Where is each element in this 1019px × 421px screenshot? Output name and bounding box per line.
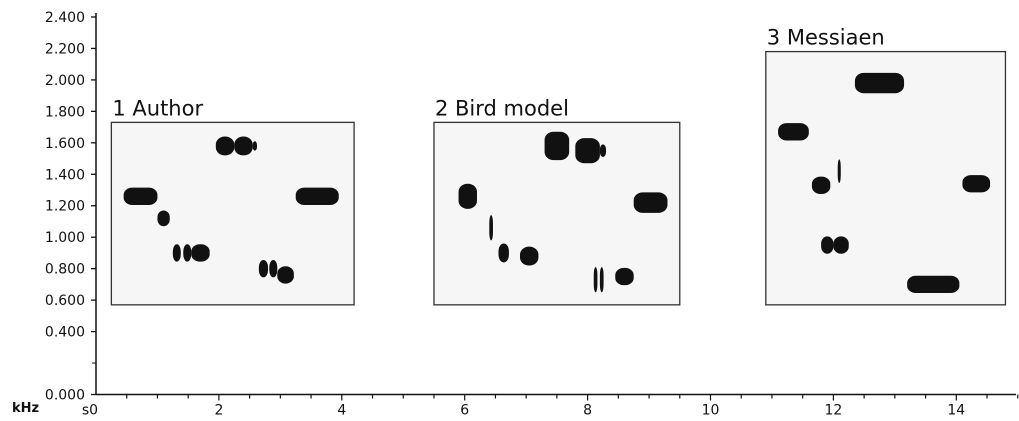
note-mark bbox=[778, 123, 809, 141]
x-tick-label: 2 bbox=[214, 403, 223, 419]
y-axis-unit-label: kHz bbox=[12, 401, 39, 416]
x-tick-label: 4 bbox=[337, 403, 346, 419]
y-tick-label: 1.600 bbox=[45, 136, 85, 152]
y-tick-label: 0.600 bbox=[45, 293, 85, 309]
note-mark bbox=[599, 267, 604, 293]
x-tick-label: 8 bbox=[583, 403, 592, 419]
panels-layer: 1 Author 2 Bird model 3 Messiaen bbox=[110, 26, 1007, 306]
y-tick-label: 1.400 bbox=[45, 167, 85, 183]
note-mark bbox=[183, 244, 192, 262]
note-mark bbox=[295, 187, 339, 205]
note-mark bbox=[962, 175, 991, 193]
panel-frame bbox=[110, 121, 355, 306]
note-mark bbox=[575, 138, 600, 164]
panel-title: 3 Messiaen bbox=[767, 26, 885, 50]
y-tick-label: 0.000 bbox=[45, 388, 85, 404]
y-tick-label: 0.400 bbox=[45, 325, 85, 341]
note-mark bbox=[123, 187, 158, 205]
note-mark bbox=[837, 159, 841, 183]
panel-title: 1 Author bbox=[112, 96, 203, 120]
y-tick-label: 2.400 bbox=[45, 10, 85, 26]
note-mark bbox=[252, 141, 257, 151]
panel-1: 1 Author bbox=[110, 96, 355, 306]
note-mark bbox=[907, 275, 960, 294]
note-mark bbox=[599, 144, 607, 157]
y-tick-label: 1.800 bbox=[45, 104, 85, 120]
note-mark bbox=[615, 267, 634, 286]
note-mark bbox=[520, 246, 539, 266]
note-mark bbox=[821, 236, 834, 254]
x-tick-label: 10 bbox=[702, 403, 720, 419]
note-mark bbox=[191, 244, 210, 262]
y-tick-label: 1.200 bbox=[45, 199, 85, 215]
x-tick-label: 12 bbox=[824, 403, 842, 419]
note-mark bbox=[593, 267, 598, 293]
panel-2: 2 Bird model bbox=[433, 96, 681, 306]
x-ticks-layer: s0 2 4 6 8 10 12 14 bbox=[82, 394, 1019, 419]
panel-title: 2 Bird model bbox=[435, 96, 569, 120]
note-mark bbox=[215, 136, 235, 156]
x-tick-label: 14 bbox=[947, 403, 965, 419]
y-tick-label: 1.000 bbox=[45, 230, 85, 246]
note-mark bbox=[489, 215, 493, 241]
x-tick-label: s0 bbox=[82, 403, 98, 419]
note-mark bbox=[157, 210, 170, 227]
note-mark bbox=[258, 260, 269, 278]
y-ticks-layer: 0.000 0.400 0.600 0.800 1.000 1.200 1.400 1.600… bbox=[45, 10, 96, 404]
x-tick-label: 6 bbox=[460, 403, 469, 419]
note-mark bbox=[269, 260, 278, 278]
note-mark bbox=[234, 136, 253, 156]
note-mark bbox=[277, 266, 294, 284]
panel-3: 3 Messiaen bbox=[765, 26, 1007, 306]
y-tick-label: 2.000 bbox=[45, 73, 85, 89]
note-mark bbox=[633, 192, 668, 213]
note-mark bbox=[544, 131, 570, 161]
note-mark bbox=[458, 183, 477, 209]
note-mark bbox=[172, 244, 181, 262]
y-tick-label: 2.200 bbox=[45, 41, 85, 57]
note-mark bbox=[811, 176, 831, 194]
note-mark bbox=[854, 72, 905, 94]
note-mark bbox=[833, 236, 849, 254]
y-tick-label: 0.800 bbox=[45, 262, 85, 278]
note-mark bbox=[498, 243, 509, 263]
